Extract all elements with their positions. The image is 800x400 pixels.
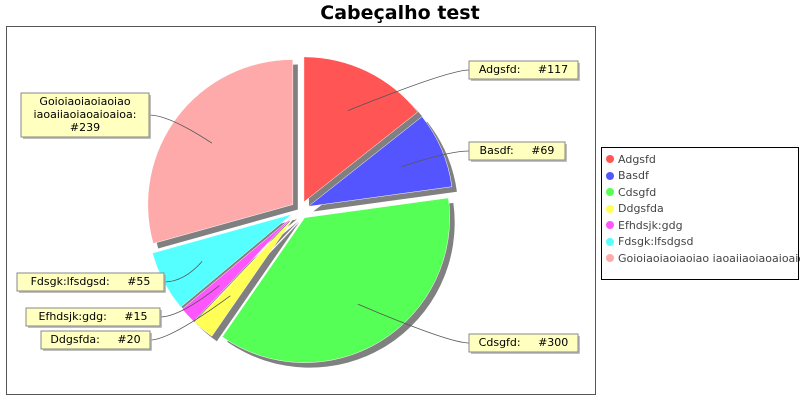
legend-swatch xyxy=(606,171,614,180)
slice-label-text: Adgsfd: #117 xyxy=(479,63,568,76)
slice-label-text: iaoaiiaoiaoaioaioa: xyxy=(34,108,137,121)
slice-label-box-shadow xyxy=(43,333,152,351)
legend-item: Adgsfd xyxy=(606,151,798,168)
label-connector xyxy=(163,261,203,283)
slice-label-box-shadow xyxy=(28,310,162,328)
pie-slice-basdf[interactable] xyxy=(307,116,453,207)
chart-title: Cabeçalho test xyxy=(320,2,480,24)
slice-label-box-shadow xyxy=(23,95,151,139)
legend-swatch xyxy=(606,237,614,246)
slice-label-text: Goioiaoiaoiaoiao xyxy=(39,95,130,108)
legend-label: Basdf xyxy=(618,169,649,183)
slice-label-text: Cdsgfd: #300 xyxy=(479,336,569,349)
legend-swatch xyxy=(606,155,614,164)
slice-label-box-shadow xyxy=(19,275,166,293)
slice-label-box xyxy=(468,141,566,161)
legend: Adgsfd Basdf Cdsgfd Ddgsfda Efhdsjk:gdg Fdsgk… xyxy=(601,147,800,280)
slice-label-box-shadow xyxy=(471,336,580,354)
legend-label: Fdsgk:lfsdgsd xyxy=(618,235,694,249)
slice-label-box xyxy=(40,330,151,350)
pie-slice-goioiaoiaoiaoiao[interactable] xyxy=(147,59,294,244)
legend-swatch xyxy=(606,204,614,213)
label-connector xyxy=(148,114,213,144)
legend-item: Fdsgk:lfsdgsd xyxy=(606,234,798,251)
slice-label-box-shadow xyxy=(471,63,580,81)
legend-label: Efhdsjk:gdg xyxy=(618,218,683,232)
plot-area: Adgsfd: #117 Basdf: #69 Cdsgfd: #300 Ddgsfd… xyxy=(6,26,596,395)
pie-slice-adgsfd[interactable] xyxy=(303,56,419,203)
legend-swatch xyxy=(606,221,614,230)
legend-label: Cdsgfd xyxy=(618,185,657,199)
slice-label-text: #239 xyxy=(70,121,100,134)
slice-label-box xyxy=(25,307,161,327)
legend-item: Cdsgfd xyxy=(606,184,798,201)
label-connector xyxy=(159,285,220,318)
legend-item: Basdf xyxy=(606,168,798,185)
pie-chart: Adgsfd: #117 Basdf: #69 Cdsgfd: #300 Ddgsfd… xyxy=(16,56,580,368)
slice-label-box-shadow xyxy=(471,144,567,162)
label-connector xyxy=(348,69,470,111)
legend-label: Adgsfd xyxy=(618,152,656,166)
slice-label-text: Efhdsjk:gdg: #15 xyxy=(39,310,148,323)
label-connector xyxy=(401,150,470,168)
label-connector xyxy=(357,303,470,344)
pie-slice-cdsgfd[interactable] xyxy=(221,197,450,363)
pie-slice-ddgsfda[interactable] xyxy=(194,216,295,337)
label-connector xyxy=(149,295,231,341)
legend-swatch xyxy=(606,188,614,197)
legend-label: Ddgsfda xyxy=(618,202,664,216)
slice-label-text: Ddgsfda: #20 xyxy=(50,333,140,346)
slice-label-box xyxy=(468,333,579,353)
legend-label: Goioiaoiaoiaoiao iaoaiiaoiaoaioaioa xyxy=(618,251,800,265)
slice-label-box xyxy=(468,60,579,80)
slice-label-box xyxy=(16,272,165,292)
legend-item: Goioiaoiaoiaoiao iaoaiiaoiaoaioaioa xyxy=(606,250,800,267)
legend-swatch xyxy=(606,254,614,263)
legend-item: Ddgsfda xyxy=(606,201,798,218)
slice-label-text: Fdsgk:lfsdgsd: #55 xyxy=(31,275,151,288)
legend-item: Efhdsjk:gdg xyxy=(606,217,798,234)
slice-label-box xyxy=(20,92,150,138)
slice-label-text: Basdf: #69 xyxy=(480,144,555,157)
